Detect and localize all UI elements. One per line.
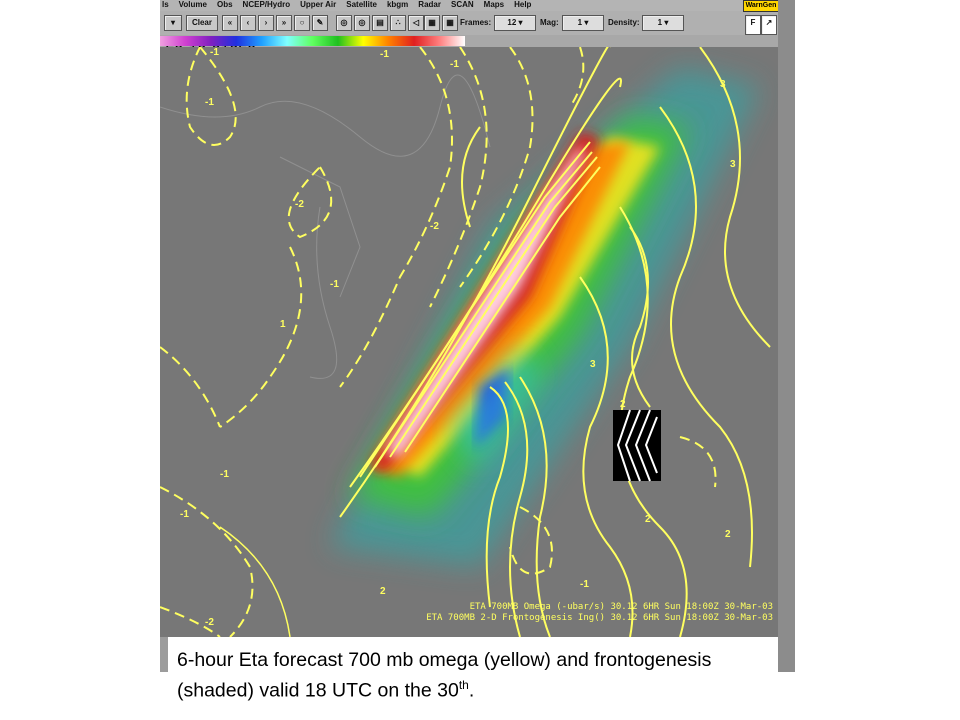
color-scale xyxy=(160,36,465,46)
caption-box xyxy=(168,637,778,672)
next-frame-button[interactable]: › xyxy=(258,15,274,31)
contour-label: 1 xyxy=(280,319,286,330)
contour-label: -2 xyxy=(430,221,439,232)
tool-button[interactable]: ✎ xyxy=(312,15,328,31)
menu-item[interactable]: Obs xyxy=(216,0,233,9)
display-window: ls Volume Obs NCEP/Hydro Upper Air Satellite k… xyxy=(160,0,795,672)
contour-label: 3 xyxy=(590,359,596,370)
menu-bar: ls Volume Obs NCEP/Hydro Upper Air Satellite k… xyxy=(160,0,780,11)
caption-superscript: th xyxy=(458,678,469,692)
menu-item[interactable]: kbgm xyxy=(386,0,409,9)
mag-select[interactable]: 1 ▾ xyxy=(562,15,604,31)
density-label: Density: xyxy=(608,18,640,27)
contour-label: 2 xyxy=(620,399,626,410)
omega-contours xyxy=(219,47,771,637)
menu-item[interactable]: Maps xyxy=(483,0,505,9)
negative-omega-contours xyxy=(160,47,717,637)
menu-item[interactable]: Satellite xyxy=(346,0,377,9)
frames-value: 12 xyxy=(507,18,517,27)
contour-label: -1 xyxy=(330,279,339,290)
menu-item[interactable]: SCAN xyxy=(450,0,474,9)
frames-select[interactable]: 12 ▾ xyxy=(494,15,536,31)
warngen-button[interactable]: WarnGen xyxy=(743,0,779,12)
toolbar: ▾ Clear « ‹ › » ○ ✎ ◎ ◎ ▤ ∴ ◁ ▦ ▦ Frames… xyxy=(160,11,778,35)
tool-button[interactable]: F xyxy=(745,15,761,35)
mag-label: Mag: xyxy=(540,18,559,27)
tool-button[interactable]: ↗ xyxy=(761,15,777,35)
contour-label: 3 xyxy=(730,159,736,170)
contour-label: 2 xyxy=(725,529,731,540)
tool-button[interactable]: ◁ xyxy=(408,15,424,31)
menu-item[interactable]: Upper Air xyxy=(300,0,337,9)
tool-button[interactable]: ▦ xyxy=(442,15,458,31)
contour-label: -1 xyxy=(450,59,459,70)
map-display: -1 -1 -1 -1 -2 -1 -2 -1 1 3 3 2 2 3 2 -1 -2 -1 2 ETA 700MB… xyxy=(160,47,778,637)
contour-label: -2 xyxy=(295,199,304,210)
contour-label: -2 xyxy=(205,617,214,628)
side-panel xyxy=(778,0,795,672)
contour-label: -1 xyxy=(380,49,389,60)
density-select[interactable]: 1 ▾ xyxy=(642,15,684,31)
tool-button[interactable]: ◎ xyxy=(336,15,352,31)
print-button[interactable]: ▤ xyxy=(372,15,388,31)
contour-label: -1 xyxy=(220,469,229,480)
prev-frame-button[interactable]: ‹ xyxy=(240,15,256,31)
caption-text: 6-hour Eta forecast 700 mb omega (yellow… xyxy=(177,649,712,702)
contour-label: 3 xyxy=(720,79,726,90)
density-value: 1 xyxy=(657,18,663,27)
menu-item[interactable]: Volume xyxy=(178,0,207,9)
menu-item[interactable]: NCEP/Hydro xyxy=(242,0,291,9)
clear-button[interactable]: Clear xyxy=(186,15,218,31)
caption: 6-hour Eta forecast 700 mb omega (yellow… xyxy=(177,648,737,704)
caption-end: . xyxy=(468,679,475,702)
tool-button[interactable]: ▦ xyxy=(424,15,440,31)
frames-label: Frames: xyxy=(460,18,492,27)
legend-line: ETA 700MB 2-D Frontogenesis Ing() 30.12 … xyxy=(426,613,773,623)
menu-item[interactable]: Help xyxy=(514,0,532,9)
loop-button[interactable]: ○ xyxy=(294,15,310,31)
contour-label: -1 xyxy=(580,579,589,590)
first-frame-button[interactable]: « xyxy=(222,15,238,31)
tool-button[interactable]: ∴ xyxy=(390,15,406,31)
inset-box xyxy=(613,409,661,482)
contour-label: -1 xyxy=(180,509,189,520)
tool-button[interactable]: ◎ xyxy=(354,15,370,31)
menu-item[interactable]: Radar xyxy=(418,0,441,9)
contour-label: -1 xyxy=(210,47,219,58)
contour-label: -1 xyxy=(205,97,214,108)
color-bar: -20-10-01020 xyxy=(160,35,778,52)
legend-line: ETA 700MB Omega (-ubar/s) 30.12 6HR Sun … xyxy=(470,602,773,612)
map-legend: ETA 700MB Omega (-ubar/s) 30.12 6HR Sun … xyxy=(426,602,773,623)
dropdown-button[interactable]: ▾ xyxy=(164,15,182,31)
last-frame-button[interactable]: » xyxy=(276,15,292,31)
contour-labels: -1 -1 -1 -1 -2 -1 -2 -1 1 3 3 2 2 3 2 -1 -2 -1 2 xyxy=(180,47,736,628)
mag-value: 1 xyxy=(577,18,583,27)
menu-item[interactable]: ls xyxy=(162,0,169,9)
contour-label: 2 xyxy=(645,514,651,525)
contour-label: 2 xyxy=(380,586,386,597)
